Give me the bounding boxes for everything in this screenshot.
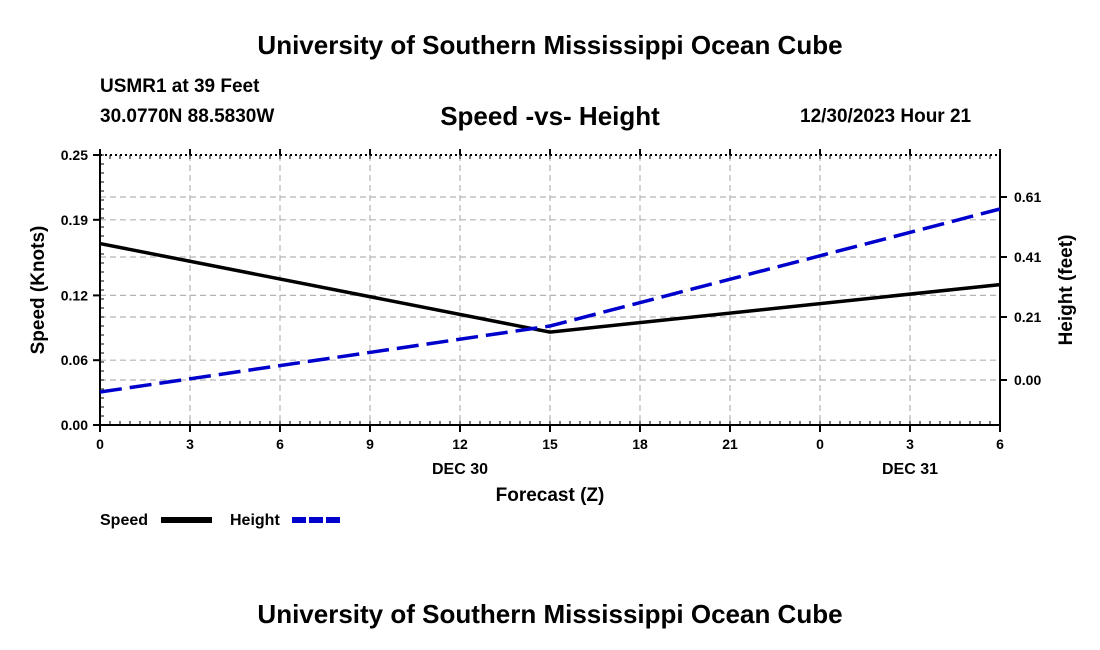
y2-tick-label: 0.00 [1014, 372, 1041, 388]
x-tick-label: 18 [632, 436, 648, 452]
chart-subtitle: Speed -vs- Height [440, 101, 660, 131]
date-label: DEC 30 [432, 461, 488, 478]
x-tick-label: 3 [186, 436, 194, 452]
chart-main-title: University of Southern Mississippi Ocean… [257, 30, 843, 60]
x-tick-label: 6 [996, 436, 1004, 452]
series-line-height [99, 207, 1001, 394]
x-axis-title: Forecast (Z) [496, 485, 605, 506]
y-tick-label: 0.12 [61, 287, 88, 303]
y2-axis-title: Height (feet) [1056, 235, 1077, 346]
legend-label: Height [230, 512, 280, 529]
y-tick-label: 0.00 [61, 417, 88, 433]
datetime-label: 12/30/2023 Hour 21 [800, 106, 972, 127]
y2-tick-label: 0.61 [1014, 189, 1041, 205]
series-line-speed [99, 241, 1001, 334]
y2-tick-label: 0.41 [1014, 249, 1041, 265]
x-tick-label: 0 [816, 436, 824, 452]
y-tick-label: 0.06 [61, 352, 88, 368]
x-tick-label: 15 [542, 436, 558, 452]
date-label: DEC 31 [882, 461, 938, 478]
x-tick-label: 9 [366, 436, 374, 452]
y-tick-label: 0.25 [61, 147, 88, 163]
legend-label: Speed [100, 512, 148, 529]
y-axis-title: Speed (Knots) [28, 226, 49, 355]
footer-title: University of Southern Mississippi Ocean… [257, 599, 843, 629]
coordinates-label: 30.0770N 88.5830W [100, 106, 275, 127]
x-tick-label: 6 [276, 436, 284, 452]
y2-tick-label: 0.21 [1014, 309, 1041, 325]
x-tick-label: 21 [722, 436, 738, 452]
y-tick-label: 0.19 [61, 212, 88, 228]
x-tick-label: 0 [96, 436, 104, 452]
x-tick-label: 3 [906, 436, 914, 452]
station-label: USMR1 at 39 Feet [100, 76, 260, 97]
x-tick-label: 12 [452, 436, 468, 452]
